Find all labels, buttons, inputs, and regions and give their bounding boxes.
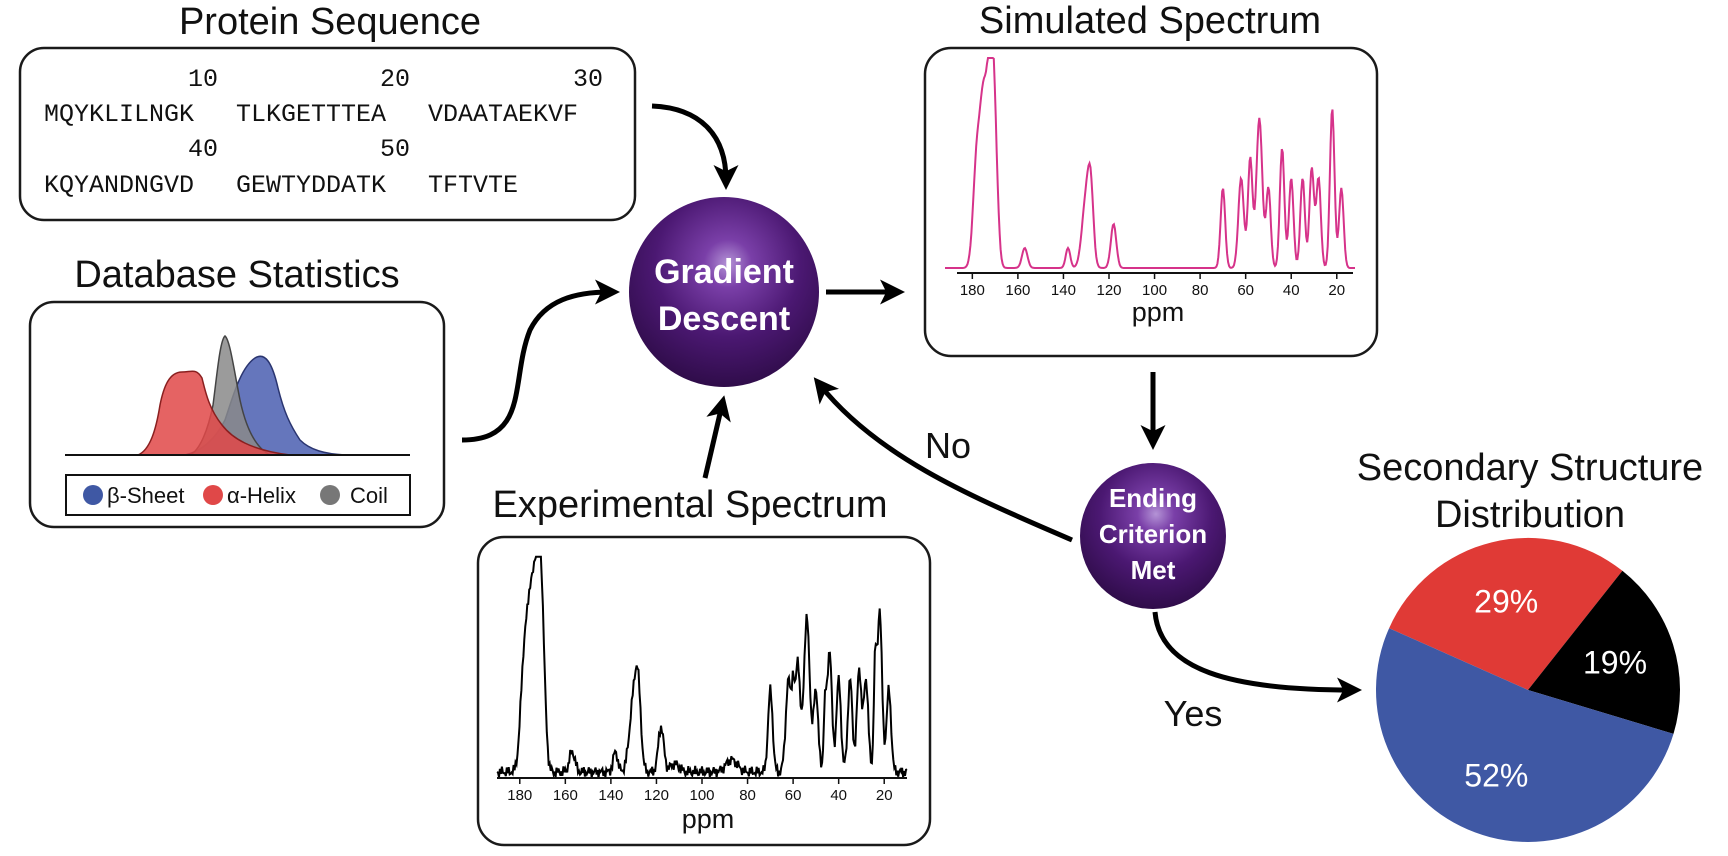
ending-criterion-node xyxy=(1080,463,1226,609)
arrow-criterion-no xyxy=(813,377,1073,543)
legend-box xyxy=(65,474,411,516)
sequence-block: TFTVTE xyxy=(428,171,518,200)
tick-label: 20 xyxy=(876,787,893,804)
alpha-helix-legend-marker xyxy=(203,485,223,505)
ruler-label: 50 xyxy=(380,135,410,164)
simulated-spectrum-plot: 180 160 140 120 100 80 60 40 20 ppm xyxy=(945,57,1355,327)
simulated-x-ticks: 180 160 140 120 100 80 60 40 20 xyxy=(960,273,1345,299)
ending-criterion-label-line2: Criterion xyxy=(1099,519,1207,549)
arrow-experimental-to-gradient xyxy=(702,395,731,479)
ruler-label: 10 xyxy=(188,65,218,94)
protein-sequence-title: Protein Sequence xyxy=(179,1,481,43)
gradient-descent-node xyxy=(629,197,819,387)
experimental-spectrum-plot: 180 160 140 120 100 80 60 40 20 ppm xyxy=(496,555,908,834)
tick-label: 80 xyxy=(739,787,756,804)
sequence-block: KQYANDNGVD xyxy=(44,171,194,200)
arrow-sequence-to-gradient xyxy=(651,103,739,190)
tick-label: 180 xyxy=(507,787,532,804)
pie-slice xyxy=(1389,537,1623,690)
tick-label: 60 xyxy=(785,787,802,804)
beta-sheet-legend-marker xyxy=(83,485,103,505)
tick-label: 100 xyxy=(689,787,714,804)
sequence-block: MQYKLILNGK xyxy=(44,100,194,129)
ruler-label: 20 xyxy=(380,65,410,94)
database-statistics-title: Database Statistics xyxy=(74,254,399,296)
ending-criterion-label-line3: Met xyxy=(1131,555,1176,585)
arrow-statistics-to-gradient xyxy=(461,279,620,443)
gradient-descent-label-line2: Descent xyxy=(658,300,790,338)
coil-legend-marker xyxy=(320,485,340,505)
experimental-x-axis-label: ppm xyxy=(682,804,735,834)
experimental-spectrum-panel xyxy=(476,535,932,847)
alpha-helix-distribution xyxy=(137,370,291,456)
tick-label: 60 xyxy=(1237,282,1254,299)
pie-slice-label: 19% xyxy=(1583,645,1647,681)
legend: β-Sheet α-Helix Coil xyxy=(83,483,388,508)
ruler-label: 40 xyxy=(188,135,218,164)
experimental-spectrum-title: Experimental Spectrum xyxy=(493,484,888,526)
secondary-structure-pie: 29% 19% 52% xyxy=(1375,537,1680,842)
tick-label: 140 xyxy=(598,787,623,804)
arrow-criterion-yes xyxy=(1152,611,1362,703)
legend-label-alpha-helix: α-Helix xyxy=(227,483,296,508)
tick-label: 120 xyxy=(1096,282,1121,299)
tick-label: 180 xyxy=(960,282,985,299)
simulated-spectrum-panel xyxy=(923,46,1379,358)
legend-label-coil: Coil xyxy=(350,483,388,508)
simulated-spectrum-trace xyxy=(945,57,1355,270)
gradient-descent-label-line1: Gradient xyxy=(654,253,794,291)
pie-slice-label: 52% xyxy=(1464,758,1528,794)
sequence-row-2: 40 50 KQYANDNGVD GEWTYDDATK TFTVTE xyxy=(44,135,518,200)
secondary-structure-title-line2: Distribution xyxy=(1435,494,1625,536)
tick-label: 40 xyxy=(1283,282,1300,299)
secondary-structure-title-line1: Secondary Structure xyxy=(1357,447,1703,489)
simulated-spectrum-title: Simulated Spectrum xyxy=(979,0,1321,42)
tick-label: 40 xyxy=(830,787,847,804)
pie-slice xyxy=(1528,570,1680,734)
experimental-x-ticks: 180 160 140 120 100 80 60 40 20 xyxy=(507,778,893,804)
tick-label: 120 xyxy=(644,787,669,804)
tick-label: 160 xyxy=(1005,282,1030,299)
pie-slice xyxy=(1375,628,1674,842)
tick-label: 160 xyxy=(553,787,578,804)
sequence-row-1: 10 20 30 MQYKLILNGK TLKGETTTEA VDAATAEKV… xyxy=(44,65,603,129)
yes-label: Yes xyxy=(1164,693,1223,734)
ending-criterion-label-line1: Ending xyxy=(1109,483,1197,513)
tick-label: 100 xyxy=(1142,282,1167,299)
experimental-spectrum-trace xyxy=(496,555,908,780)
simulated-x-axis-label: ppm xyxy=(1132,297,1185,327)
tick-label: 80 xyxy=(1192,282,1209,299)
tick-label: 20 xyxy=(1328,282,1345,299)
legend-label-beta-sheet: β-Sheet xyxy=(107,483,184,508)
pie-slice-label: 29% xyxy=(1474,583,1538,619)
protein-sequence-panel xyxy=(18,46,637,222)
no-label: No xyxy=(925,425,971,466)
tick-label: 140 xyxy=(1051,282,1076,299)
ruler-label: 30 xyxy=(573,65,603,94)
sequence-block: TLKGETTTEA xyxy=(236,100,386,129)
sequence-block: GEWTYDDATK xyxy=(236,171,386,200)
distribution-plot xyxy=(65,335,410,456)
sequence-block: VDAATAEKVF xyxy=(428,100,578,129)
